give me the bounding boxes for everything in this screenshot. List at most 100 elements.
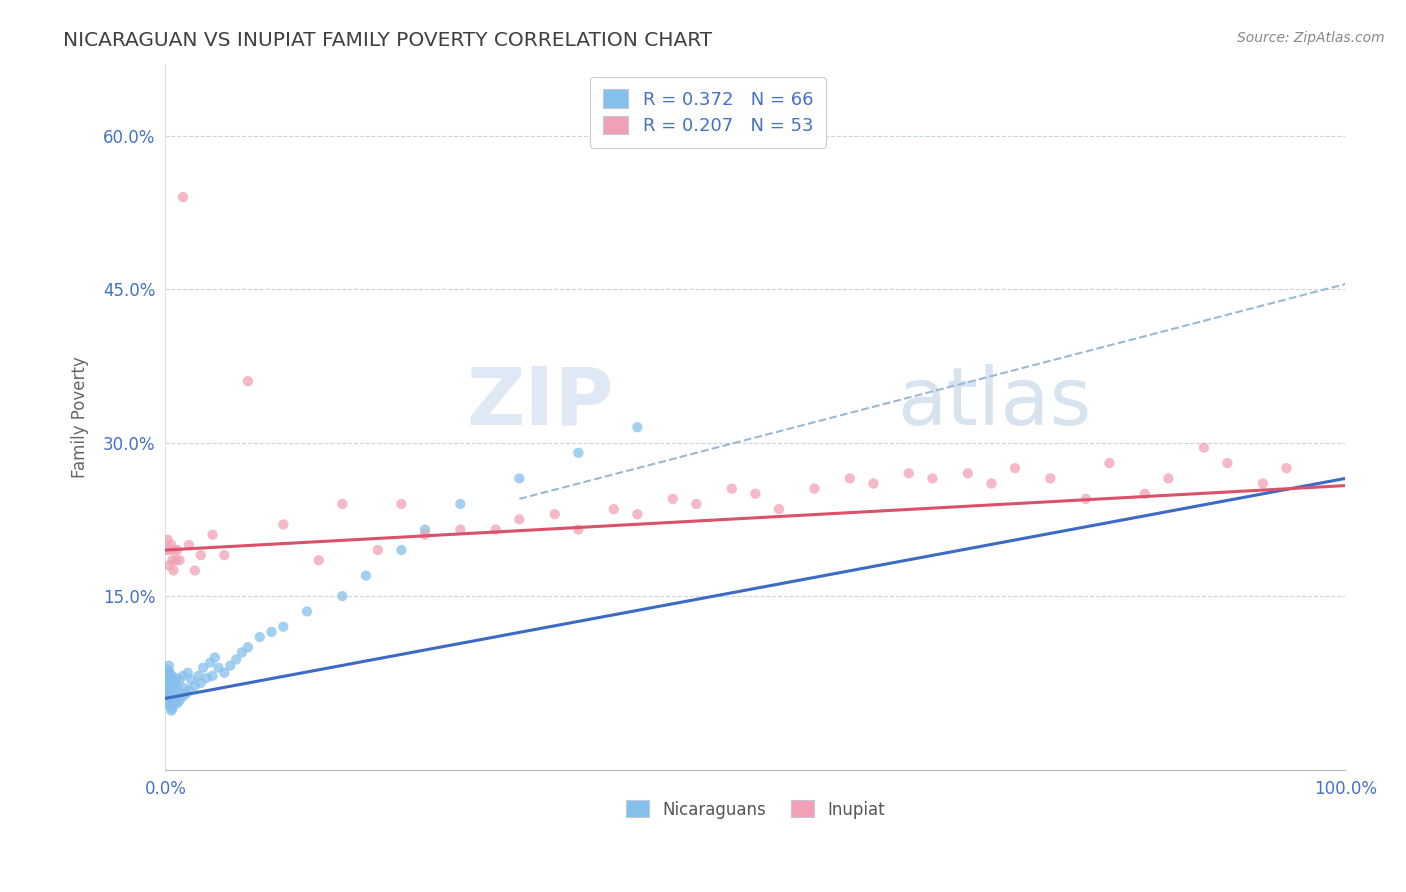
Point <box>156 686 179 700</box>
Point <box>295 604 318 618</box>
Point <box>720 482 742 496</box>
Point <box>1004 461 1026 475</box>
Text: ZIP: ZIP <box>467 364 614 442</box>
Point <box>187 669 209 683</box>
Point <box>260 624 283 639</box>
Point <box>190 548 212 562</box>
Point <box>163 676 186 690</box>
Point <box>956 467 979 481</box>
Point <box>159 686 181 700</box>
Point <box>508 512 530 526</box>
Point <box>165 690 187 704</box>
Point <box>157 683 180 698</box>
Point <box>231 645 253 659</box>
Point <box>603 502 626 516</box>
Point <box>162 697 184 711</box>
Point <box>166 697 188 711</box>
Point <box>207 661 229 675</box>
Point <box>626 420 648 434</box>
Point <box>165 553 187 567</box>
Point <box>413 527 436 541</box>
Point <box>201 527 224 541</box>
Point <box>1133 487 1156 501</box>
Point <box>768 502 790 516</box>
Point <box>190 676 212 690</box>
Point <box>155 665 177 680</box>
Point <box>273 517 295 532</box>
Point <box>332 497 354 511</box>
Point <box>449 523 471 537</box>
Point <box>249 630 271 644</box>
Point <box>980 476 1002 491</box>
Point <box>184 564 207 578</box>
Point <box>1192 441 1215 455</box>
Point <box>567 446 589 460</box>
Point <box>172 669 194 683</box>
Point <box>160 669 183 683</box>
Point <box>225 652 247 666</box>
Point <box>838 471 860 485</box>
Point <box>163 543 186 558</box>
Point <box>485 523 508 537</box>
Point <box>157 693 180 707</box>
Point <box>170 686 193 700</box>
Point <box>176 686 198 700</box>
Point <box>156 663 179 677</box>
Point <box>160 538 183 552</box>
Point <box>219 658 242 673</box>
Point <box>1039 471 1062 485</box>
Point <box>162 564 184 578</box>
Point <box>157 558 180 573</box>
Point <box>897 467 920 481</box>
Point <box>172 190 194 204</box>
Point <box>155 686 177 700</box>
Point <box>177 683 200 698</box>
Point <box>165 671 187 685</box>
Point <box>163 693 186 707</box>
Point <box>803 482 825 496</box>
Point <box>389 497 412 511</box>
Point <box>172 690 194 704</box>
Point <box>389 543 412 558</box>
Point <box>201 669 224 683</box>
Point <box>177 538 200 552</box>
Point <box>156 533 179 547</box>
Point <box>169 553 191 567</box>
Point <box>177 665 200 680</box>
Point <box>184 679 207 693</box>
Point <box>862 476 884 491</box>
Point <box>1074 491 1097 506</box>
Point <box>157 673 180 687</box>
Point <box>160 704 183 718</box>
Point <box>159 543 181 558</box>
Text: Source: ZipAtlas.com: Source: ZipAtlas.com <box>1237 31 1385 45</box>
Point <box>162 553 184 567</box>
Point <box>921 471 943 485</box>
Point <box>367 543 389 558</box>
Point <box>1216 456 1239 470</box>
Point <box>169 693 191 707</box>
Point <box>162 701 184 715</box>
Point <box>236 374 259 388</box>
Point <box>214 548 236 562</box>
Point <box>744 487 766 501</box>
Point <box>685 497 707 511</box>
Point <box>544 507 567 521</box>
Point <box>214 665 236 680</box>
Point <box>160 691 183 706</box>
Point <box>449 497 471 511</box>
Point <box>662 491 685 506</box>
Point <box>273 620 295 634</box>
Point <box>160 679 183 693</box>
Point <box>198 656 221 670</box>
Text: atlas: atlas <box>897 364 1091 442</box>
Point <box>156 697 179 711</box>
Point <box>204 650 226 665</box>
Point <box>159 676 181 690</box>
Point <box>626 507 648 521</box>
Point <box>155 676 177 690</box>
Point <box>567 523 589 537</box>
Point <box>159 665 181 680</box>
Point <box>169 673 191 687</box>
Y-axis label: Family Poverty: Family Poverty <box>72 356 89 478</box>
